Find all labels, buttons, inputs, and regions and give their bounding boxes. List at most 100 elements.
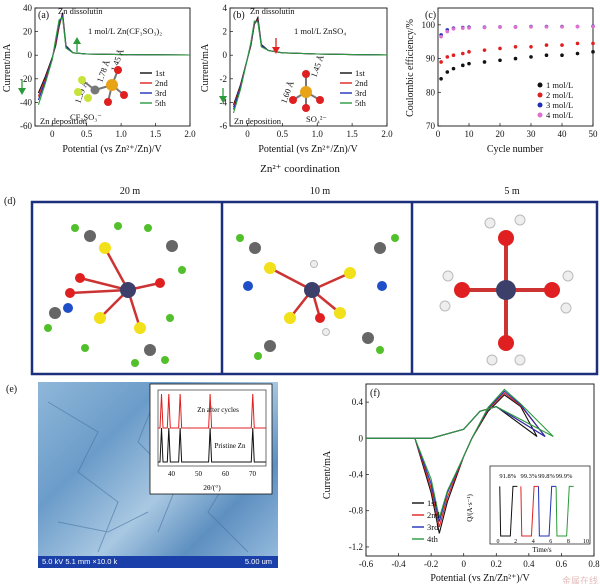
chart-c-point xyxy=(498,46,502,51)
inset-xtick-label: 6 xyxy=(549,539,552,545)
inset-series-1 xyxy=(499,485,518,537)
chart-f-legend-label: 3rd xyxy=(427,522,439,532)
chart-c-point xyxy=(467,50,471,54)
cycling-inset: 0 2 4 6 8 10 91.8% 99.3% 99.8% 99.9% Q/(A·s⁻¹) Ti… xyxy=(466,465,591,554)
electrolyte-label-b: 1 mol/L ZnSO₄ xyxy=(294,26,346,36)
xrd-xtick-label: 50 xyxy=(195,470,203,478)
xlabel-b: Potential (vs Zn²⁺/Zn)/V xyxy=(258,144,358,155)
chart-c-point xyxy=(451,53,456,57)
chart-c-point xyxy=(544,25,549,29)
xrd-pristine xyxy=(158,427,266,463)
chart-c-point xyxy=(591,50,595,54)
chart-c-xtick-label: 40 xyxy=(558,129,568,139)
chart-c-point xyxy=(560,53,564,57)
xrd-xtick-label: 70 xyxy=(249,470,257,478)
chart-c-xtick-label: 10 xyxy=(465,129,475,139)
anion-label-a: CF₃SO₃⁻ xyxy=(70,112,102,122)
coordination-title: Zn²⁺ coordination xyxy=(260,163,340,175)
chart-b-xtick-label: 0.5 xyxy=(277,129,289,139)
inset-series-3 xyxy=(537,485,557,537)
chart-c-ytick-label: 70 xyxy=(426,121,436,131)
chart-a: (a) 0 0.5 1.0 1.5 2.0 40 20 0 -20 -40 -60 Zn disso… xyxy=(2,3,196,155)
inset-ylabel: Q/(A·s⁻¹) xyxy=(466,494,474,522)
ylabel-b: Current/mA xyxy=(200,43,211,92)
label-dissolution-b: Zn dissolutin xyxy=(250,6,295,16)
chart-c-point xyxy=(467,61,471,66)
chart-f-ytick-label: -0.8 xyxy=(349,506,364,516)
chart-b-ytick-label: -4 xyxy=(220,97,228,107)
electrolyte-label-a: 1 mol/L Zn(CF₃SO₃)₂ xyxy=(88,26,162,36)
chart-c-point xyxy=(544,53,549,57)
xrd-inset: 40 50 60 70 Zn after cycles Pristine Zn 2θ/… xyxy=(149,383,273,495)
chart-c-point xyxy=(461,26,465,31)
chart-c-point xyxy=(544,43,549,47)
chart-f-xtick-label: -0.6 xyxy=(359,559,374,569)
chart-c-legend-label: 4 mol/L xyxy=(546,110,573,120)
chart-c-point xyxy=(445,70,450,74)
chart-a-xtick-label: 2.0 xyxy=(184,129,196,139)
structure-5m xyxy=(439,214,574,366)
chart-c-point xyxy=(451,66,456,71)
watermark: 金属在线 xyxy=(562,575,598,584)
xrd-xtick-label: 60 xyxy=(222,470,230,478)
chart-b-xtick-label: 1.5 xyxy=(346,129,358,139)
chart-b-ytick-label: -6 xyxy=(220,121,228,131)
chart-c-point xyxy=(498,25,502,30)
chart-a-xtick-label: 0.5 xyxy=(81,129,93,139)
chart-c-point xyxy=(439,34,443,39)
xlabel-c: Cycle number xyxy=(487,144,544,155)
chart-b-xtick-label: 0 xyxy=(245,129,250,139)
chart-a-legend-label: 5th xyxy=(155,98,167,108)
structure-20m xyxy=(44,222,186,367)
chart-b-legend-label: 3rd xyxy=(355,88,367,98)
chart-b-ytick-label: -2 xyxy=(220,74,228,84)
chart-a-xtick-label: 1.5 xyxy=(150,129,162,139)
plot-frame-f xyxy=(365,383,595,557)
chart-c-point xyxy=(591,41,595,46)
inset-xtick-label: 0 xyxy=(497,539,500,545)
chart-b-legend-label: 2nd xyxy=(355,78,369,88)
chart-c-point xyxy=(498,58,502,63)
arrow-down-icon xyxy=(18,80,26,95)
label-deposition-a: Zn deposition xyxy=(40,116,88,126)
chart-a-series-4 xyxy=(37,16,191,105)
chart-c-legend-marker xyxy=(537,112,543,118)
chart-f-ytick-label: 0.4 xyxy=(352,397,364,407)
chart-b: (b) 0 0.5 1.0 1.5 2.0 4 2 0 -2 -4 -6 Zn dissolutin… xyxy=(200,3,393,155)
inset-series-4 xyxy=(555,485,574,537)
chart-c-point xyxy=(575,51,580,56)
inset-efficiency-label: 99.3% xyxy=(520,473,537,480)
chart-a-legend-label: 3rd xyxy=(155,88,167,98)
chart-c-point xyxy=(575,24,580,29)
chart-c-point xyxy=(482,48,487,52)
chart-b-ytick-label: 2 xyxy=(223,27,228,37)
chart-f-xtick-label: 0.4 xyxy=(523,559,535,569)
chart-c-ytick-label: 80 xyxy=(426,87,436,97)
chart-c-legend-label: 3 mol/L xyxy=(546,100,573,110)
chart-f-legend-label: 1st xyxy=(427,498,438,508)
chart-b-legend-label: 1st xyxy=(355,68,366,78)
chart-c: (c) 0 10 20 30 40 50 100 90 80 70 1 mol/L2 mol/L3… xyxy=(405,7,598,155)
chart-f-xtick-label: 0.8 xyxy=(588,559,600,569)
ylabel-f: Current/mA xyxy=(322,450,333,499)
chart-f-legend-label: 4th xyxy=(427,534,439,544)
chart-a-ytick-label: -60 xyxy=(20,121,32,131)
chart-f-series-4 xyxy=(366,388,554,519)
panel-d: (d) 20 m 10 m 5 m xyxy=(4,186,599,376)
chart-c-point xyxy=(513,56,518,61)
chart-f-xtick-label: 0.2 xyxy=(491,559,502,569)
panel-letter-b: (b) xyxy=(233,10,245,21)
chart-b-ytick-label: 0 xyxy=(223,50,228,60)
inset-xlabel: Time/s xyxy=(532,546,551,554)
inset-efficiency-label: 91.8% xyxy=(499,473,516,480)
chart-f-ytick-label: -0.4 xyxy=(349,470,364,480)
chart-c-ytick-label: 90 xyxy=(426,54,436,64)
chart-c-xtick-label: 20 xyxy=(496,129,506,139)
chart-c-legend-marker xyxy=(537,82,543,88)
chart-a-ytick-label: 40 xyxy=(23,3,33,13)
xlabel-f: Potential (vs Zn/Zn²⁺)/V xyxy=(430,573,530,584)
chart-c-point xyxy=(445,55,450,59)
chart-c-legend-marker xyxy=(537,102,543,108)
label-dissolution-a: Zn dissolutin xyxy=(58,6,103,16)
chart-c-xtick-label: 30 xyxy=(527,129,537,139)
